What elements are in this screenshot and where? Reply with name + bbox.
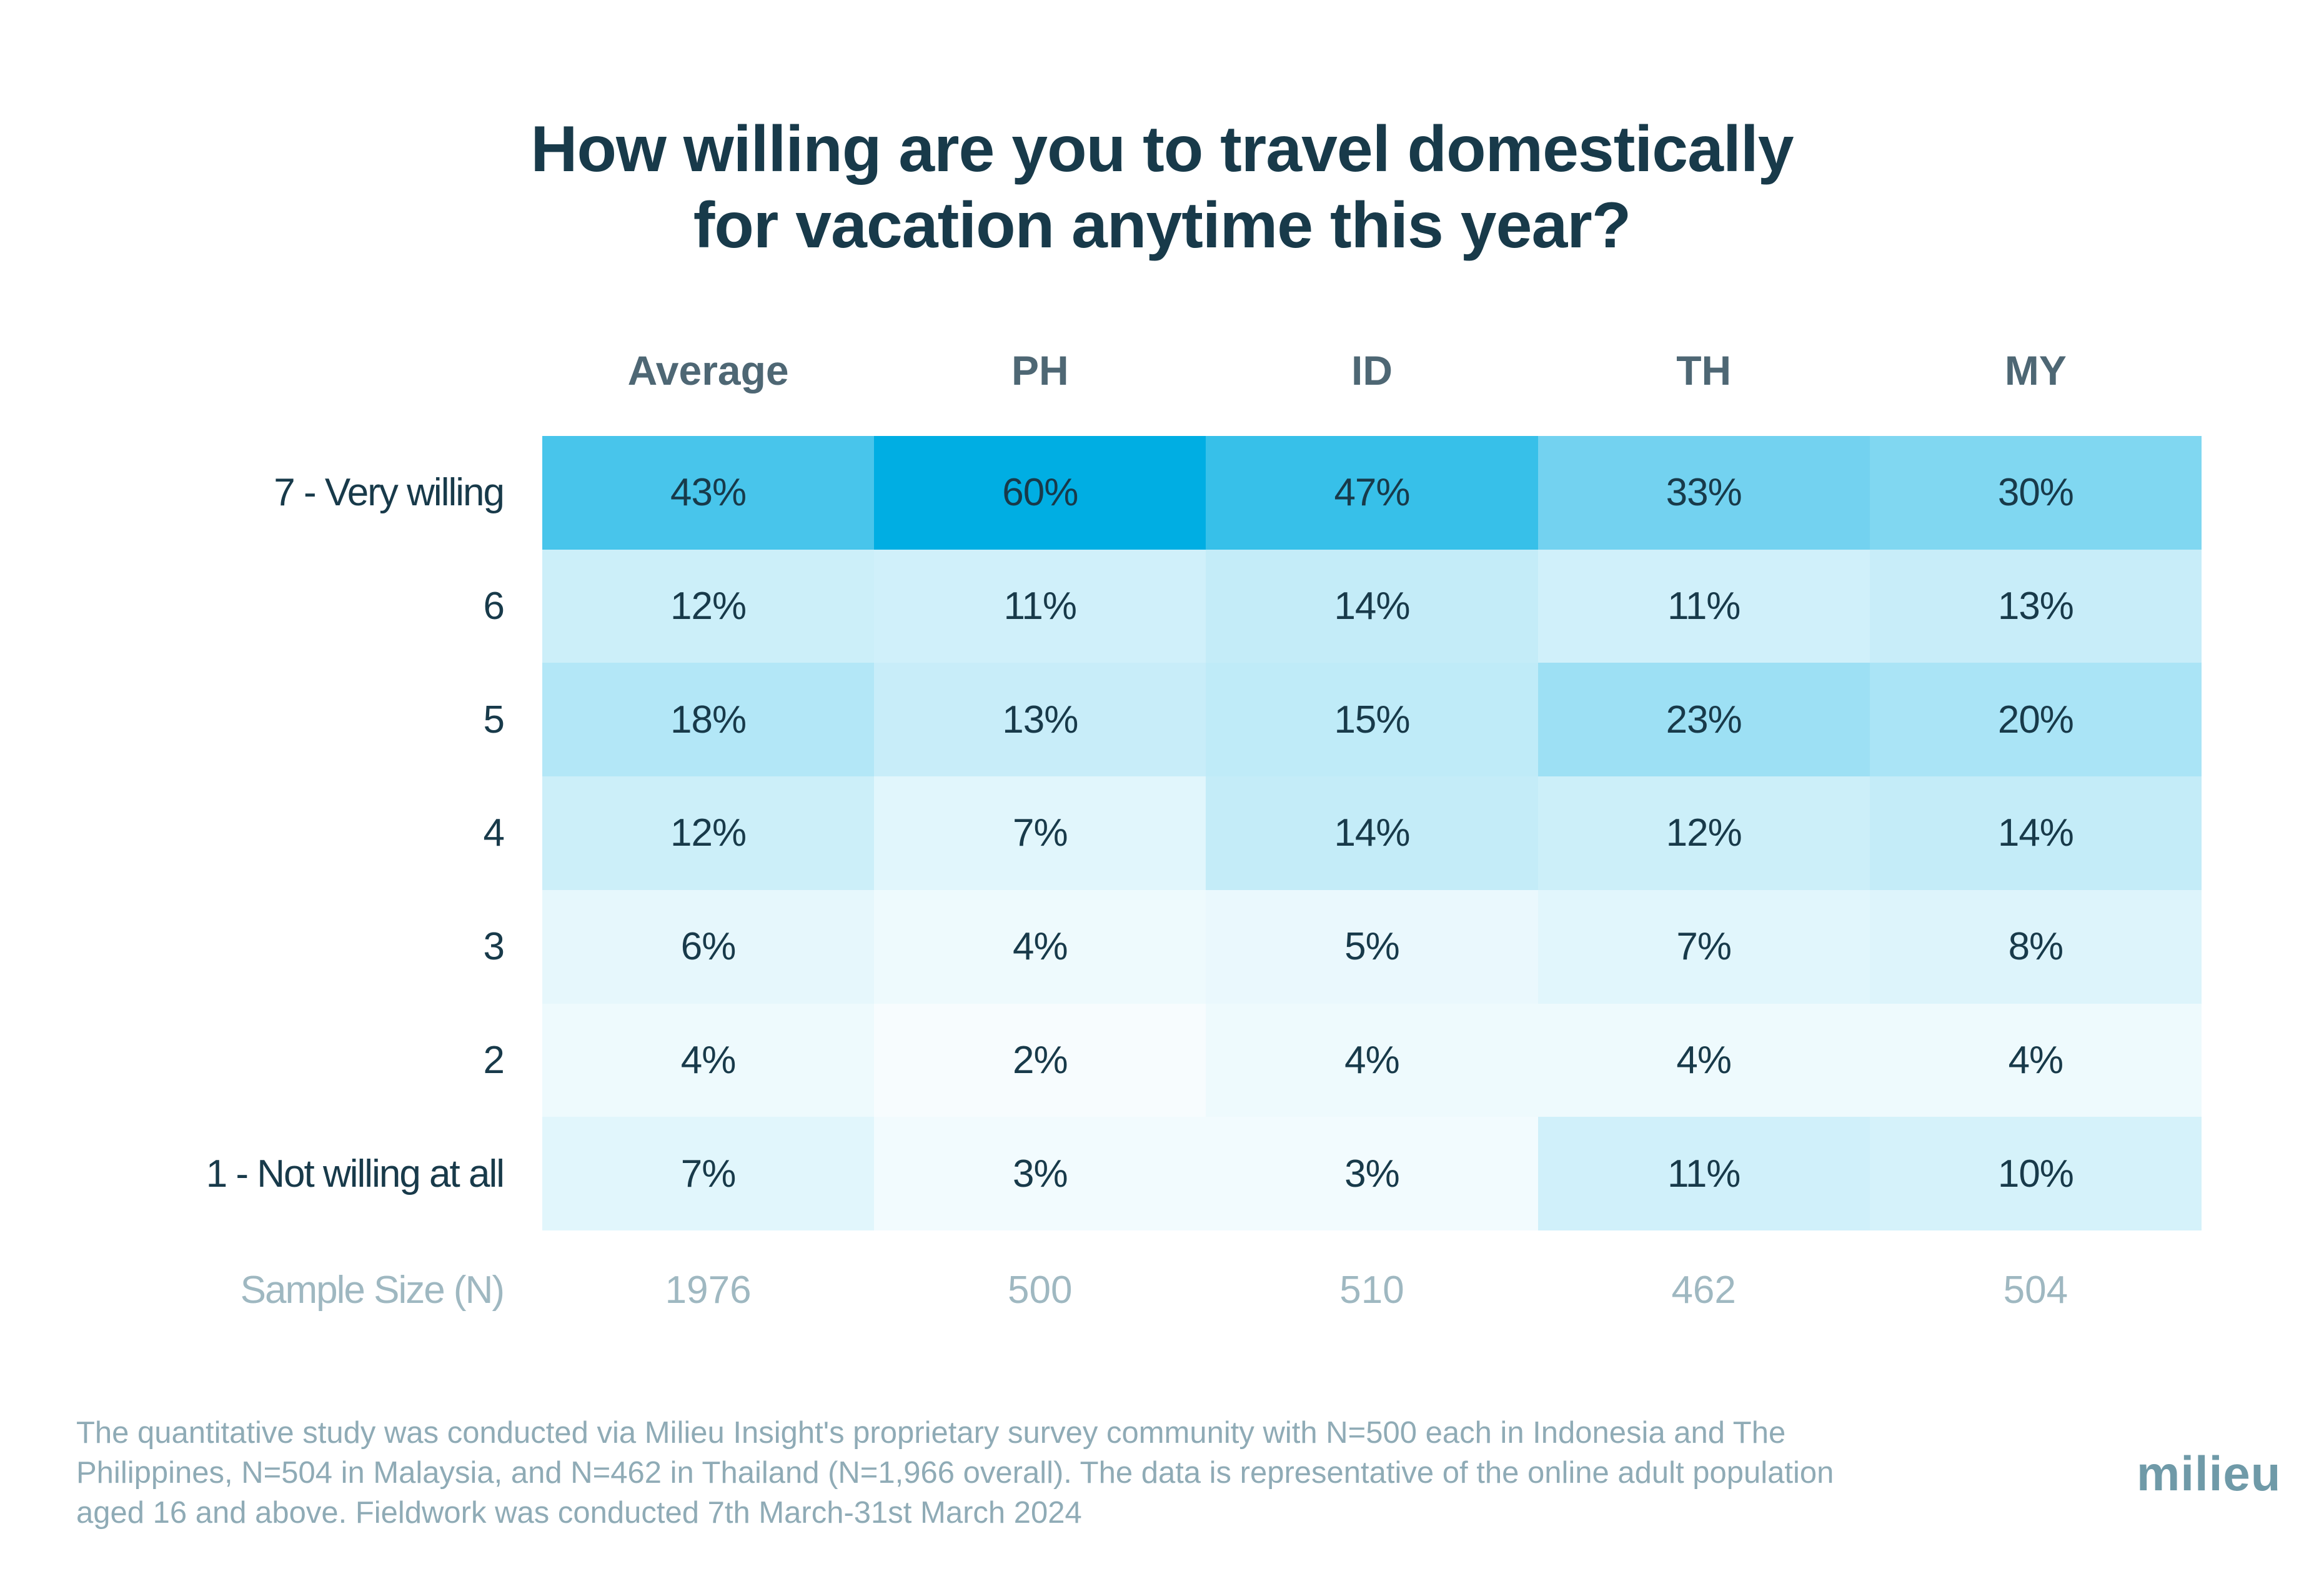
heatmap-cell-r4-id: 14% — [1206, 776, 1538, 890]
heatmap-cell-r2-ph: 11% — [874, 549, 1206, 663]
footnote-line-2: Philippines, N=504 in Malaysia, and N=46… — [76, 1456, 1834, 1490]
footnote-line-3: aged 16 and above. Fieldwork was conduct… — [76, 1496, 1082, 1530]
heatmap-cell-r5-id: 5% — [1206, 889, 1538, 1004]
sample-size-my: 504 — [2003, 1268, 2068, 1312]
heatmap-cell-r7-id: 3% — [1206, 1117, 1538, 1230]
row-label-5: 3 — [483, 925, 505, 969]
heatmap-cell-r6-id: 4% — [1206, 1003, 1538, 1117]
heatmap-cell-r6-my: 4% — [1869, 1003, 2202, 1117]
row-label-7: 1 - Not willing at all — [206, 1152, 505, 1195]
heatmap-cell-r6-ph: 2% — [874, 1003, 1206, 1117]
row-label-6: 2 — [483, 1038, 505, 1082]
row-label-1: 7 - Very willing — [274, 471, 505, 515]
heatmap-cell-r6-average: 4% — [542, 1003, 875, 1117]
sample-size-label: Sample Size (N) — [240, 1268, 505, 1312]
column-header-th: TH — [1676, 347, 1732, 394]
heatmap-cell-r2-my: 13% — [1869, 549, 2202, 663]
sample-size-average: 1976 — [665, 1268, 752, 1312]
column-header-id: ID — [1351, 347, 1393, 394]
heatmap-cell-r2-id: 14% — [1206, 549, 1538, 663]
row-label-2: 6 — [483, 585, 505, 628]
heatmap-cell-r1-id: 47% — [1206, 436, 1538, 550]
chart-title: How willing are you to travel domestical… — [0, 111, 2324, 264]
heatmap-cell-r7-th: 11% — [1537, 1117, 1870, 1230]
heatmap-cell-r1-my: 30% — [1869, 436, 2202, 550]
column-header-average: Average — [627, 347, 789, 394]
heatmap-cell-r3-my: 20% — [1869, 663, 2202, 777]
row-label-4: 4 — [483, 811, 505, 855]
heatmap-cell-r1-ph: 60% — [874, 436, 1206, 550]
heatmap-cell-r4-th: 12% — [1537, 776, 1870, 890]
heatmap-cell-r4-ph: 7% — [874, 776, 1206, 890]
heatmap-cell-r5-my: 8% — [1869, 889, 2202, 1004]
chart-title-line-2: for vacation anytime this year? — [693, 189, 1632, 262]
column-header-ph: PH — [1011, 347, 1069, 394]
milieu-logo: milieu — [2137, 1446, 2282, 1501]
heatmap-cell-r3-average: 18% — [542, 663, 875, 777]
heatmap-cell-r5-average: 6% — [542, 889, 875, 1004]
heatmap-cell-r2-th: 11% — [1537, 549, 1870, 663]
heatmap-cell-r6-th: 4% — [1537, 1003, 1870, 1117]
column-header-my: MY — [2004, 347, 2067, 394]
sample-size-ph: 500 — [1008, 1268, 1073, 1312]
heatmap-cell-r4-average: 12% — [542, 776, 875, 890]
footnote: The quantitative study was conducted via… — [76, 1413, 1950, 1533]
heatmap-cell-r3-id: 15% — [1206, 663, 1538, 777]
heatmap-cell-r5-th: 7% — [1537, 889, 1870, 1004]
heatmap-cell-r7-my: 10% — [1869, 1117, 2202, 1230]
heatmap-cell-r3-ph: 13% — [874, 663, 1206, 777]
row-label-3: 5 — [483, 698, 505, 741]
heatmap-cell-r1-th: 33% — [1537, 436, 1870, 550]
heatmap-cell-r4-my: 14% — [1869, 776, 2202, 890]
heatmap-grid: 43% 60% 47% 33% 30% 12% 11% 14% 11% 13% 18% 13% 15% 2… — [542, 436, 2202, 1230]
chart-title-line-1: How willing are you to travel domestical… — [530, 113, 1794, 186]
sample-size-th: 462 — [1671, 1268, 1736, 1312]
heatmap-cell-r5-ph: 4% — [874, 889, 1206, 1004]
heatmap-cell-r7-average: 7% — [542, 1117, 875, 1230]
heatmap-cell-r1-average: 43% — [542, 436, 875, 550]
footnote-line-1: The quantitative study was conducted via… — [76, 1416, 1786, 1450]
heatmap-cell-r3-th: 23% — [1537, 663, 1870, 777]
heatmap-cell-r2-average: 12% — [542, 549, 875, 663]
sample-size-id: 510 — [1339, 1268, 1404, 1312]
heatmap-cell-r7-ph: 3% — [874, 1117, 1206, 1230]
